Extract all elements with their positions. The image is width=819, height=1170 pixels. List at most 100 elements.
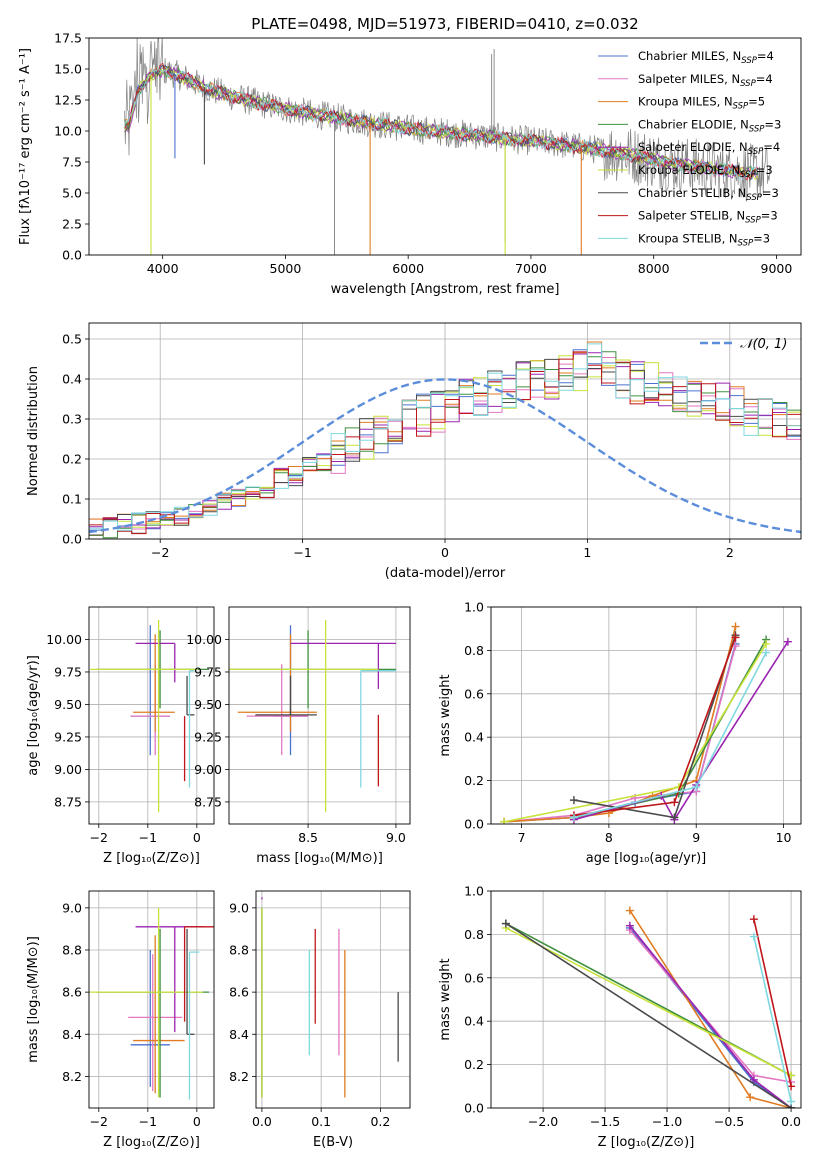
y-tick-label: 9.75 [54,664,82,679]
y-tick-label: 0.1 [62,492,82,507]
legend-name: Kroupa ELODIE, N [638,163,740,177]
y-tick-label: 12.5 [54,93,82,108]
mass-weight-marker [749,915,758,924]
y-tick-label: 0.0 [464,1101,484,1116]
model-spectrum-line [124,64,759,181]
x-tick-label: −1 [293,545,311,560]
y-axis-label: Flux [fλ10⁻¹⁷ erg cm⁻² s⁻¹ A⁻¹] [18,48,33,245]
spectrum-panel: 4000 5000 6000 7000 8000 9000 0.0 2.5 5.0 7.5 10.0… [18,31,802,297]
x-tick-label: −0.5 [714,1114,744,1129]
y-tick-label: 0.0 [62,248,82,263]
x-tick-label: −2 [151,545,169,560]
weight-vs-metallicity-panel: −2.0 −1.5 −1.0 −0.5 0.0 0.0 0.2 0.4 0.6 0.8 1.0 Z [… [438,884,802,1150]
age-vs-mass-panel: 8.5 9.0 8.75 9.00 9.25 9.50 9.75 10.00 mass [log… [186,606,411,866]
x-tick-label: 0.2 [370,1114,390,1129]
mass-weight-marker [500,817,509,824]
x-axis-label: Z [log₁₀(Z/Z⊙)] [598,1135,695,1150]
x-tick-label: 8.5 [298,830,318,845]
mass-weight-marker [625,906,634,915]
x-tick-label: 5000 [270,261,302,276]
x-tick-label: 7000 [515,261,547,276]
y-tick-label: 9.0 [62,900,82,915]
mass-weight-marker [731,633,740,642]
mass-weight-line [753,936,792,1102]
legend-label: 𝒩(0, 1) [740,337,787,352]
legend-subscript: SSP [748,147,764,157]
x-tick-label: −1 [139,1114,157,1129]
age-vs-metallicity-panel: −2 −1 0 8.75 9.00 9.25 9.50 9.75 10.00 Z [log₁₀(Z… [26,606,215,866]
x-axis-label: (data-model)/error [385,566,506,581]
residual-histogram-step [89,355,801,536]
legend-count: =3 [764,117,781,131]
y-tick-label: 7.5 [62,155,82,170]
y-tick-label: 9.75 [194,664,222,679]
y-tick-label: 1.0 [464,884,484,899]
x-tick-label: −2.0 [528,1114,558,1129]
mass-weight-marker [762,639,771,648]
legend-name: Salpeter STELIB, N [638,209,745,223]
mass-weight-line [505,927,792,1077]
legend-subscript: SSP [746,193,762,203]
mass-weight-line [505,922,792,1108]
y-tick-label: 8.75 [54,794,82,809]
x-tick-label: 4000 [147,261,179,276]
x-tick-label: 9 [692,830,700,845]
axes-frame [88,322,802,540]
axes-frame [490,890,802,1109]
y-tick-label: 5.0 [62,186,82,201]
weight-vs-age-panel: 7 8 9 10 0.0 0.2 0.4 0.6 0.8 1.0 age [log₁₀(age/yr… [438,600,802,866]
legend-count: =3 [761,209,778,223]
y-tick-label: 9.00 [194,762,222,777]
mass-weight-marker [569,796,578,805]
figure-title: PLATE=0498, MJD=51973, FIBERID=0410, z=0… [251,15,638,33]
mass-weight-marker [569,813,578,822]
x-axis-label: mass [log₁₀(M/M⊙)] [256,851,383,866]
axes-frame [88,890,215,1109]
mass-weight-line [573,639,767,819]
y-tick-label: 10.0 [54,124,82,139]
model-spectrum-line [124,67,759,181]
mass-weight-marker [749,1075,758,1084]
legend-label: Chabrier STELIB, NSSP=3 [638,186,779,203]
x-tick-label: 1 [583,545,591,560]
y-axis-label: mass weight [438,958,453,1040]
y-axis-label: Normed distribution [26,366,41,496]
residual-histogram-step [89,343,801,531]
y-tick-label: 0.2 [464,773,484,788]
residuals-histogram-panel: −2 −1 0 1 2 0.0 0.1 0.2 0.3 0.4 0.5 (data-model)/er… [26,322,802,581]
legend-subscript: SSP [738,238,754,248]
mass-weight-marker [670,813,679,822]
x-axis-label: wavelength [Angstrom, rest frame] [331,282,560,297]
y-tick-label: 0.4 [62,372,82,387]
x-tick-label: 0.0 [781,1114,801,1129]
x-tick-label: −2 [90,1114,108,1129]
legend-subscript: SSP [741,56,757,66]
legend-subscript: SSP [749,124,765,134]
x-tick-label: 0 [441,545,449,560]
plot-area [124,38,771,255]
y-tick-label: 0.5 [62,332,82,347]
x-tick-label: 7 [518,830,526,845]
y-tick-label: 17.5 [54,31,82,46]
x-axis-label: age [log₁₀(age/yr)] [586,851,707,866]
y-axis-label: mass weight [438,674,453,756]
legend-count: =3 [756,163,773,177]
mass-weight-line [504,645,737,823]
mass-weight-line [573,652,767,819]
plot-area [501,906,796,1108]
x-axis-label: Z [log₁₀(Z/Z⊙)] [103,1135,200,1150]
y-tick-label: 0.6 [464,970,484,985]
x-tick-label: 0.0 [252,1114,272,1129]
y-axis-label: mass [log₁₀(M/M⊙)] [26,936,41,1063]
y-tick-label: 9.0 [229,900,249,915]
mass-weight-marker [749,932,758,941]
mass-weight-marker [692,783,701,792]
x-tick-label: 0.1 [311,1114,331,1129]
mass-weight-marker [501,919,510,928]
y-tick-label: 9.00 [54,762,82,777]
observed-spectrum-line [124,38,771,202]
legend-count: =3 [753,231,770,245]
y-tick-label: 0.2 [464,1057,484,1072]
legend-label: Kroupa MILES, NSSP=5 [638,95,765,112]
